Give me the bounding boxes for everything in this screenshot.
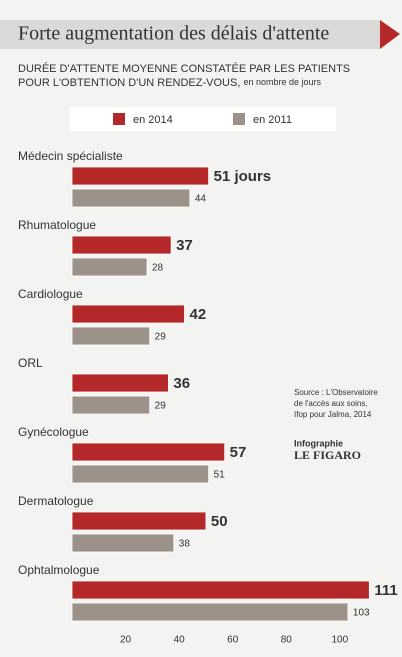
legend-label: en 2014: [133, 114, 173, 126]
bar: [71, 235, 172, 255]
x-tick-label: 40: [174, 635, 186, 646]
credit: Infographie: [294, 438, 343, 448]
title-banner: [0, 20, 380, 49]
category-label: Ophtalmologue: [18, 563, 100, 577]
bar: [71, 580, 370, 600]
category-label: Cardiologue: [18, 287, 83, 301]
data-label: 111: [374, 582, 397, 599]
x-tick-label: 20: [120, 635, 132, 646]
bar: [71, 326, 151, 346]
source-line: Source : L'Observatoire: [294, 388, 378, 397]
bar: [71, 188, 191, 208]
unit: en nombre de jours: [243, 77, 321, 87]
legend-box: [70, 107, 336, 131]
data-label: 37: [176, 237, 193, 254]
source-line: Ifop pour Jalma, 2014: [294, 410, 372, 419]
data-label: 57: [230, 444, 247, 461]
bar: [71, 533, 175, 553]
x-tick-label: 100: [332, 635, 349, 646]
credit: LE FIGARO: [294, 448, 361, 462]
title-arrow: [380, 20, 400, 49]
data-label: 44: [195, 194, 207, 205]
data-label: 28: [152, 263, 164, 274]
category-label: Gynécologue: [18, 425, 89, 439]
category-label: Médecin spécialiste: [18, 149, 123, 163]
bar: [71, 257, 148, 277]
subtitle: POUR L'OBTENTION D'UN RENDEZ-VOUS, en no…: [18, 77, 321, 89]
bar: [71, 464, 210, 484]
data-label: 103: [353, 608, 370, 619]
category-label: Rhumatologue: [18, 218, 96, 232]
data-label: 29: [155, 401, 167, 412]
bar: [71, 511, 207, 531]
chart-title: Forte augmentation des délais d'attente: [18, 23, 329, 45]
bar: [71, 395, 151, 415]
bar: [71, 373, 169, 393]
data-label: 50: [211, 513, 228, 530]
source-line: de l'accès aux soins,: [294, 399, 368, 408]
data-label: 29: [155, 332, 167, 343]
legend-swatch: [233, 113, 245, 125]
legend-label: en 2011: [253, 114, 292, 126]
x-tick-label: 60: [227, 635, 239, 646]
bar: [71, 166, 210, 186]
category-label: Dermatologue: [18, 494, 94, 508]
category-label: ORL: [18, 356, 43, 370]
bar: [71, 602, 349, 622]
bar: [71, 442, 226, 462]
data-label: 51 jours: [214, 168, 272, 185]
source: Source : L'Observatoire de l'accès aux so…: [294, 388, 378, 419]
bar: [71, 304, 185, 324]
data-label: 51: [214, 470, 226, 481]
subtitle: POUR L'OBTENTION D'UN RENDEZ-VOUS,: [18, 77, 240, 89]
x-tick-label: 80: [281, 635, 293, 646]
data-label: 36: [173, 375, 190, 392]
subtitle: DURÉE D'ATTENTE MOYENNE CONSTATÉE PAR LE…: [18, 62, 350, 75]
data-label: 38: [179, 539, 191, 550]
data-label: 42: [190, 306, 207, 323]
legend-swatch: [113, 113, 125, 125]
